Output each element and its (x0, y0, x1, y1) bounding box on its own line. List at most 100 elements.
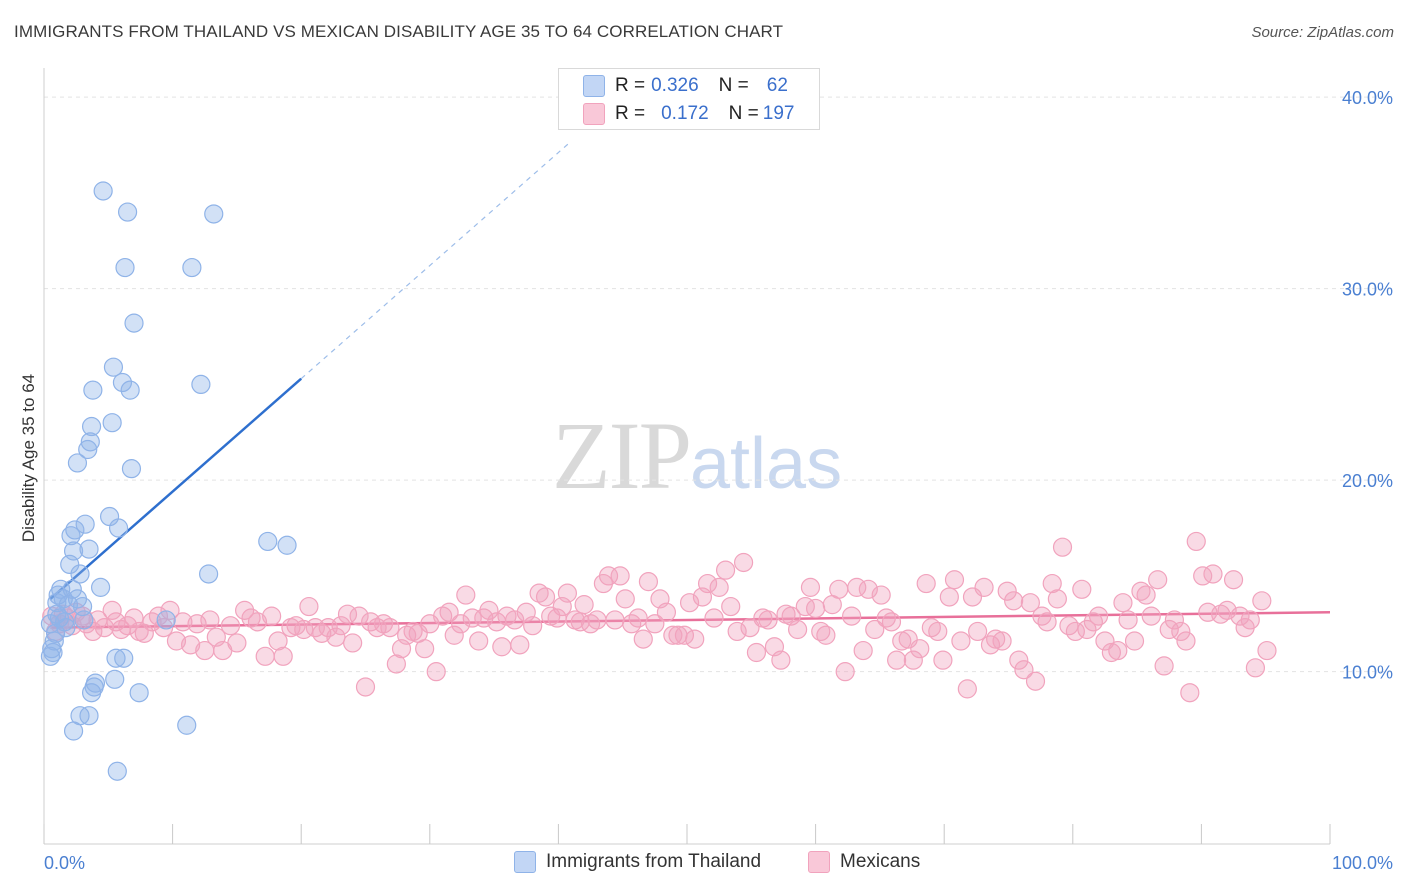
y-tick-label: 40.0% (1342, 88, 1393, 108)
data-point-thailand (79, 706, 99, 726)
data-point-mexicans (633, 629, 653, 649)
data-point-thailand (56, 618, 76, 638)
legend-swatch-pink (583, 103, 605, 125)
data-point-mexicans (134, 623, 154, 643)
data-point-mexicans (1164, 610, 1184, 630)
data-point-mexicans (811, 621, 831, 642)
data-point-mexicans (523, 616, 543, 636)
data-point-mexicans (173, 612, 193, 632)
x-tick-label: 100.0% (1332, 853, 1393, 873)
data-point-thailand (191, 374, 211, 394)
data-point-mexicans (1141, 606, 1161, 626)
data-point-mexicans (910, 639, 930, 659)
data-point-mexicans (1136, 585, 1156, 605)
data-point-mexicans (727, 621, 747, 642)
data-point-thailand (120, 380, 140, 400)
data-point-mexicans (426, 662, 446, 682)
data-point-mexicans (835, 662, 855, 682)
data-point-mexicans (1047, 589, 1067, 609)
data-point-mexicans (697, 573, 718, 594)
legend-n-label: N = (728, 103, 759, 124)
data-point-mexicans (787, 619, 808, 640)
data-point-mexicans (326, 627, 346, 647)
data-point-mexicans (992, 631, 1012, 651)
data-point-mexicans (1154, 656, 1174, 676)
data-point-mexicans (380, 618, 400, 638)
data-point-mexicans (574, 595, 594, 615)
watermark-atlas: atlas (690, 424, 843, 504)
data-point-thailand (115, 257, 135, 278)
data-point-mexicans (1252, 591, 1272, 611)
data-point-thailand (102, 413, 122, 433)
data-point-mexicans (456, 585, 476, 605)
data-point-mexicans (903, 650, 923, 670)
data-point-mexicans (1230, 606, 1250, 626)
data-point-thailand (90, 577, 111, 597)
data-point-mexicans (805, 598, 826, 619)
legend-r-label: R = (615, 75, 646, 96)
bottom-legend-swatch-blue (514, 851, 536, 873)
data-point-mexicans (510, 635, 530, 655)
data-point-thailand (85, 673, 106, 693)
data-point-thailand (106, 648, 126, 668)
data-point-mexicans (1009, 650, 1029, 670)
data-point-mexicans (974, 577, 994, 597)
data-point-mexicans (349, 606, 369, 626)
legend-r-label: R = (615, 103, 646, 124)
data-point-mexicans (535, 587, 556, 607)
data-point-thailand (81, 416, 102, 437)
data-point-thailand (258, 531, 278, 552)
data-point-mexicans (235, 600, 255, 620)
data-point-mexicans (227, 633, 247, 653)
data-point-mexicans (415, 639, 435, 659)
data-point-mexicans (505, 610, 525, 630)
data-point-mexicans (94, 618, 115, 638)
data-point-mexicans (273, 646, 293, 666)
data-point-mexicans (685, 629, 705, 649)
data-point-mexicans (876, 608, 896, 628)
data-point-thailand (156, 610, 176, 630)
data-point-thailand (63, 541, 84, 561)
data-point-mexicans (1052, 537, 1073, 557)
data-point-mexicans (663, 625, 683, 645)
mexicans-points (42, 531, 1277, 703)
chart-title: IMMIGRANTS FROM THAILAND VS MEXICAN DISA… (14, 22, 784, 41)
data-point-mexicans (117, 616, 138, 636)
watermark: ZIPatlas (552, 400, 842, 511)
data-point-mexicans (557, 583, 578, 603)
data-point-mexicans (1186, 531, 1206, 552)
data-point-mexicans (881, 612, 902, 632)
data-point-thailand (177, 715, 197, 735)
data-point-mexicans (262, 606, 282, 626)
data-point-mexicans (1020, 593, 1040, 613)
data-point-mexicans (816, 625, 836, 645)
data-point-thailand (108, 518, 129, 538)
data-point-mexicans (247, 612, 268, 632)
data-point-thailand (44, 631, 64, 651)
data-point-mexicans (704, 608, 724, 628)
data-point-thailand (124, 313, 144, 333)
data-point-mexicans (645, 614, 665, 634)
legend-n-value: 62 (766, 75, 788, 96)
data-point-mexicans (939, 587, 959, 607)
legend-swatch-blue (583, 75, 605, 97)
data-point-mexicans (980, 635, 1001, 655)
data-point-thailand (83, 380, 103, 400)
data-point-mexicans (1072, 579, 1092, 599)
thailand-points (40, 181, 297, 781)
data-point-thailand (62, 579, 82, 599)
data-point-mexicans (1180, 683, 1200, 703)
data-point-mexicans (153, 618, 174, 638)
data-point-mexicans (187, 614, 207, 634)
legend-row-thailand: R = 0.326 N = 62 (583, 74, 788, 98)
data-point-mexicans (1077, 619, 1097, 640)
data-point-mexicans (439, 602, 459, 622)
legend-r-value: 0.326 (651, 75, 699, 96)
data-point-mexicans (628, 608, 648, 628)
data-point-mexicans (1108, 640, 1128, 661)
bottom-legend-mexicans: Mexicans (808, 851, 920, 873)
data-point-mexicans (469, 631, 489, 651)
data-point-mexicans (255, 646, 275, 666)
data-point-mexicans (1245, 658, 1266, 678)
